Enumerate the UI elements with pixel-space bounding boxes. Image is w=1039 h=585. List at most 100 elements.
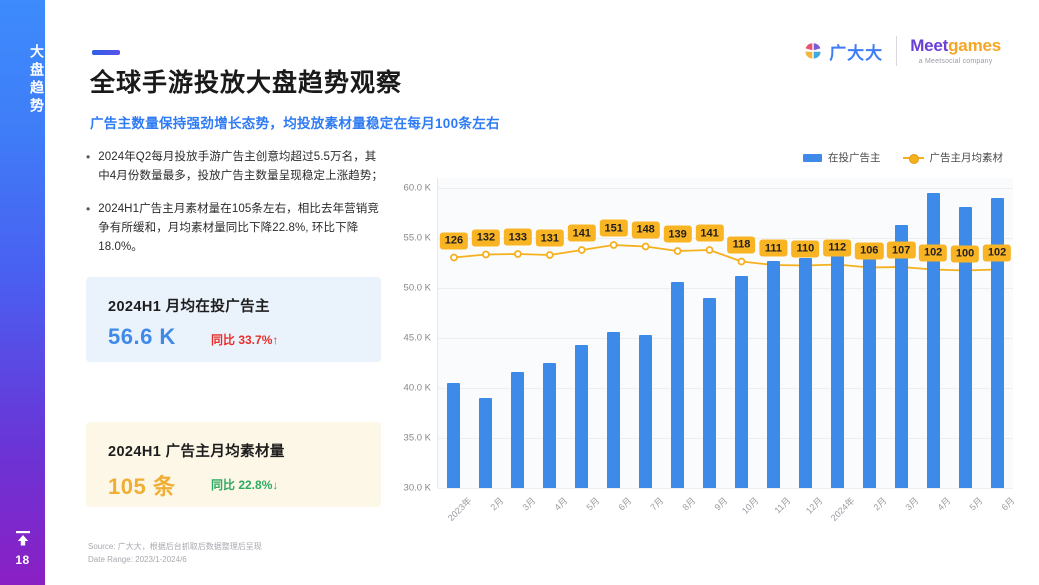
- pinwheel-logo-icon: [805, 43, 821, 59]
- line-point[interactable]: [737, 257, 746, 266]
- meet-name-part1: Meet: [910, 35, 949, 55]
- y-axis-tick-label: 40.0 K: [403, 382, 431, 394]
- line-point[interactable]: [609, 241, 618, 249]
- bar[interactable]: [671, 282, 685, 488]
- stat-card-delta: 同比 22.8%↓: [211, 478, 279, 492]
- x-axis-tick-label: 2023年: [445, 495, 474, 524]
- list-item: • 2024H1广告主月素材量在105条左右，相比去年营销竞争有所缓和，月均素材…: [86, 200, 386, 257]
- y-axis-tick-label: 50.0 K: [403, 282, 431, 294]
- bullet-dot-icon: •: [86, 201, 91, 216]
- stat-card-value: 105 条: [108, 474, 176, 499]
- legend-item-line[interactable]: 广告主月均素材: [902, 150, 1004, 165]
- brand-meetgames-name: Meetgames: [910, 35, 1001, 56]
- data-point-label: 131: [535, 229, 564, 247]
- line-point[interactable]: [641, 242, 650, 251]
- bar[interactable]: [639, 335, 653, 488]
- data-point-label: 112: [823, 239, 852, 256]
- list-item: • 2024年Q2每月投放手游广告主创意均超过5.5万名，其中4月份数量最多，投…: [86, 148, 386, 186]
- bar[interactable]: [703, 298, 717, 488]
- x-axis-tick-label: 2月: [871, 495, 889, 513]
- bar[interactable]: [447, 383, 461, 488]
- stat-card-delta: 同比 33.7%↑: [211, 333, 279, 347]
- legend-label: 广告主月均素材: [929, 152, 1004, 164]
- data-point-label: 151: [599, 219, 628, 237]
- bar[interactable]: [894, 225, 908, 488]
- x-axis: 2023年 2月 3月 4月 5月 6月 7月 8月 9月 10月 11月 12月 2024年 2月 3月 4…: [437, 490, 1017, 534]
- x-axis-tick-label: 5月: [584, 495, 602, 513]
- data-point-label: 100: [950, 245, 980, 262]
- legend-bar-swatch-icon: [803, 153, 822, 162]
- y-axis-tick-label: 45.0 K: [403, 332, 431, 344]
- gridline: [438, 438, 1013, 439]
- bar[interactable]: [958, 207, 972, 488]
- stat-card-title: 2024H1 广告主月均素材量: [108, 444, 285, 460]
- x-axis-tick-label: 9月: [712, 495, 730, 513]
- data-point-label: 111: [759, 239, 787, 257]
- brand-divider: [896, 36, 898, 66]
- stat-card-title: 2024H1 月均在投广告主: [108, 299, 270, 315]
- y-axis-tick-label: 60.0 K: [403, 182, 431, 194]
- x-axis-tick-label: 5月: [967, 495, 985, 513]
- line-point[interactable]: [482, 250, 490, 259]
- line-point[interactable]: [577, 246, 586, 254]
- data-point-label: 139: [663, 225, 692, 243]
- page-subtitle: 广告主数量保持强劲增长态势，均投放素材量稳定在每月100条左右: [90, 116, 500, 131]
- gridline: [438, 288, 1013, 289]
- bar[interactable]: [575, 345, 589, 488]
- data-point-label: 132: [471, 229, 501, 246]
- plot-canvas: 126 132 133 131 141 151 148 139 141 118 111 110 112 1…: [437, 178, 1013, 489]
- line-point[interactable]: [513, 250, 522, 258]
- bar[interactable]: [479, 398, 493, 488]
- bullet-text: 2024年Q2每月投放手游广告主创意均超过5.5万名，其中4月份数量最多，投放广…: [98, 151, 384, 182]
- stat-card-creatives: 2024H1 广告主月均素材量 105 条 同比 22.8%↓: [86, 422, 381, 507]
- line-point[interactable]: [705, 246, 714, 254]
- legend-item-bars[interactable]: 在投广告主: [803, 150, 881, 165]
- x-axis-tick-label: 3月: [903, 495, 921, 513]
- legend-line-swatch-icon: [902, 153, 924, 164]
- page-title: 全球手游投放大盘趋势观察: [90, 69, 403, 97]
- stat-card-advertisers: 2024H1 月均在投广告主 56.6 K 同比 33.7%↑: [86, 277, 381, 362]
- sidebar-section-title: 大盘趋势: [29, 44, 45, 116]
- bar[interactable]: [990, 198, 1004, 488]
- y-axis-tick-label: 55.0 K: [403, 232, 431, 244]
- brand-meetgames-tagline: a Meetsocial company: [918, 57, 993, 65]
- x-axis-tick-label: 4月: [552, 495, 570, 513]
- x-axis-tick-label: 6月: [616, 495, 634, 513]
- y-axis-tick-label: 35.0 K: [403, 432, 431, 444]
- gridline: [438, 338, 1013, 339]
- x-axis-tick-label: 10月: [740, 495, 761, 516]
- x-axis-tick-label: 11月: [772, 495, 793, 516]
- x-axis-tick-label: 6月: [999, 495, 1017, 513]
- data-point-label: 110: [791, 240, 820, 257]
- bar[interactable]: [926, 193, 940, 488]
- bar[interactable]: [607, 332, 621, 488]
- bar[interactable]: [830, 249, 844, 488]
- data-point-label: 118: [727, 236, 756, 253]
- bullet-list: • 2024年Q2每月投放手游广告主创意均超过5.5万名，其中4月份数量最多，投…: [86, 148, 386, 271]
- line-point[interactable]: [673, 247, 682, 255]
- gridline: [438, 488, 1013, 489]
- data-point-label: 102: [982, 244, 1012, 261]
- legend-label: 在投广告主: [828, 152, 881, 164]
- page-number: 18: [15, 553, 30, 567]
- sidebar-rail: 大盘趋势 18: [0, 0, 45, 585]
- footer-date-range: Date Range: 2023/1-2024/6: [88, 555, 187, 565]
- x-axis-tick-label: 8月: [680, 495, 698, 513]
- data-point-label: 102: [918, 244, 948, 261]
- bar[interactable]: [766, 261, 780, 488]
- bar[interactable]: [511, 372, 525, 488]
- bar[interactable]: [734, 276, 748, 488]
- footer-source-line: Source: 广大大，根据后台抓取后数据整理后呈现: [88, 541, 262, 551]
- line-point[interactable]: [545, 251, 554, 259]
- upload-arrow-icon: [15, 531, 30, 546]
- bar[interactable]: [862, 245, 876, 488]
- bar[interactable]: [543, 363, 557, 488]
- bar[interactable]: [798, 258, 812, 488]
- line-path: [453, 244, 998, 272]
- x-axis-tick-label: 12月: [804, 495, 825, 516]
- x-axis-tick-label: 2月: [488, 495, 506, 513]
- line-point[interactable]: [450, 253, 458, 262]
- y-axis: 60.0 K 55.0 K 50.0 K 45.0 K 40.0 K 35.0 K 30.0…: [393, 178, 435, 494]
- x-axis-tick-label: 7月: [648, 495, 666, 513]
- chart-plot-area: 60.0 K 55.0 K 50.0 K 45.0 K 40.0 K 35.0 K 30.0…: [393, 178, 1017, 530]
